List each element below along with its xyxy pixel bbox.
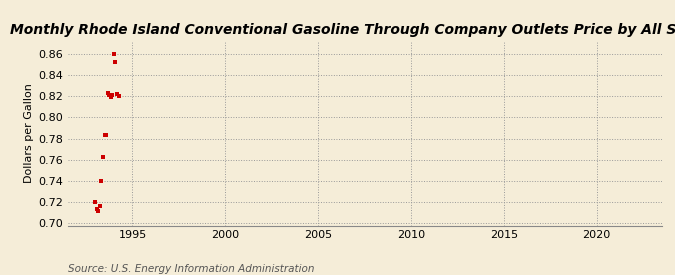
Point [107,93,118,97]
Point [99,133,110,138]
Point [113,94,124,98]
Y-axis label: Dollars per Gallon: Dollars per Gallon [24,83,34,183]
Point [96,179,107,183]
Point [91,206,102,211]
Text: Source: U.S. Energy Information Administration: Source: U.S. Energy Information Administ… [68,264,314,274]
Point [95,204,105,209]
Point [111,92,122,97]
Point [110,60,121,65]
Title: Monthly Rhode Island Conventional Gasoline Through Company Outlets Price by All : Monthly Rhode Island Conventional Gasoli… [9,23,675,37]
Point [93,208,104,213]
Point [101,133,111,138]
Point [103,91,113,95]
Point [105,95,116,100]
Point [98,155,109,159]
Point [90,200,101,204]
Point [109,52,119,56]
Point [104,93,115,97]
